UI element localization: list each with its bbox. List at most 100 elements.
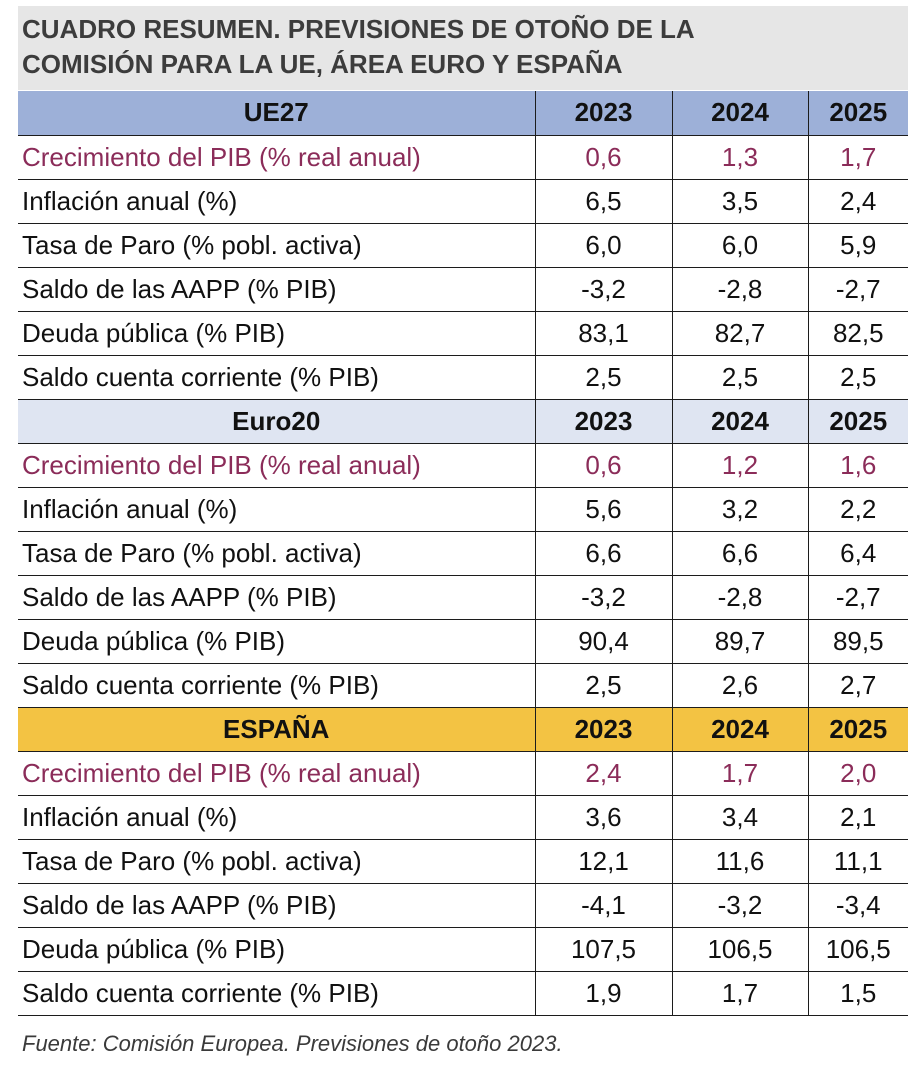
row-label: Saldo cuenta corriente (% PIB) xyxy=(18,355,535,400)
cell-value: 3,5 xyxy=(671,179,808,224)
section-header-ue27: UE27 2023 2024 2025 xyxy=(18,91,908,136)
table-row: Tasa de Paro (% pobl. activa) 12,1 11,6 … xyxy=(18,839,908,884)
cell-value: 2,5 xyxy=(534,355,672,400)
year-header: 2024 xyxy=(671,399,808,444)
table-row: Saldo cuenta corriente (% PIB) 2,5 2,5 2… xyxy=(18,355,908,400)
year-header: 2025 xyxy=(807,399,908,444)
cell-value: 82,5 xyxy=(807,311,908,356)
table-row: Saldo cuenta corriente (% PIB) 2,5 2,6 2… xyxy=(18,663,908,708)
cell-value: 1,3 xyxy=(671,135,808,180)
cell-value: 1,7 xyxy=(671,751,808,796)
cell-value: 2,1 xyxy=(807,795,908,840)
cell-value: 2,4 xyxy=(807,179,908,224)
title-line-2: COMISIÓN PARA LA UE, ÁREA EURO Y ESPAÑA xyxy=(22,49,623,79)
cell-value: 106,5 xyxy=(671,927,808,972)
table-row: Saldo de las AAPP (% PIB) -3,2 -2,8 -2,7 xyxy=(18,575,908,620)
table-row: Deuda pública (% PIB) 107,5 106,5 106,5 xyxy=(18,927,908,972)
row-label: Crecimiento del PIB (% real anual) xyxy=(18,443,535,488)
cell-value: 2,5 xyxy=(807,355,908,400)
row-label: Tasa de Paro (% pobl. activa) xyxy=(18,223,535,268)
table-row: Saldo de las AAPP (% PIB) -3,2 -2,8 -2,7 xyxy=(18,267,908,312)
table-row: Deuda pública (% PIB) 90,4 89,7 89,5 xyxy=(18,619,908,664)
table-row: Deuda pública (% PIB) 83,1 82,7 82,5 xyxy=(18,311,908,356)
cell-value: 3,4 xyxy=(671,795,808,840)
row-label: Saldo cuenta corriente (% PIB) xyxy=(18,663,535,708)
cell-value: 5,6 xyxy=(534,487,672,532)
section-header-espana: ESPAÑA 2023 2024 2025 xyxy=(18,707,908,752)
cell-value: 1,2 xyxy=(671,443,808,488)
year-header: 2023 xyxy=(534,707,672,752)
summary-table: UE27 2023 2024 2025 Crecimiento del PIB … xyxy=(18,91,908,1016)
cell-value: 106,5 xyxy=(807,927,908,972)
section-name: UE27 xyxy=(18,91,535,136)
cell-value: 6,6 xyxy=(671,531,808,576)
row-label: Inflación anual (%) xyxy=(18,487,535,532)
cell-value: -2,8 xyxy=(671,575,808,620)
year-header: 2024 xyxy=(671,707,808,752)
year-header: 2023 xyxy=(534,91,672,136)
cell-value: 89,7 xyxy=(671,619,808,664)
cell-value: -4,1 xyxy=(534,883,672,928)
cell-value: 1,7 xyxy=(807,135,908,180)
table-row: Tasa de Paro (% pobl. activa) 6,0 6,0 5,… xyxy=(18,223,908,268)
cell-value: 3,6 xyxy=(534,795,672,840)
cell-value: 0,6 xyxy=(534,443,672,488)
cell-value: 2,5 xyxy=(671,355,808,400)
row-label: Tasa de Paro (% pobl. activa) xyxy=(18,839,535,884)
cell-value: 11,1 xyxy=(807,839,908,884)
table-row: Crecimiento del PIB (% real anual) 2,4 1… xyxy=(18,751,908,796)
table-row: Saldo cuenta corriente (% PIB) 1,9 1,7 1… xyxy=(18,971,908,1016)
cell-value: 6,5 xyxy=(534,179,672,224)
cell-value: 2,6 xyxy=(671,663,808,708)
table-row: Tasa de Paro (% pobl. activa) 6,6 6,6 6,… xyxy=(18,531,908,576)
cell-value: -2,7 xyxy=(807,575,908,620)
cell-value: 89,5 xyxy=(807,619,908,664)
cell-value: 2,0 xyxy=(807,751,908,796)
cell-value: 1,6 xyxy=(807,443,908,488)
cell-value: 2,7 xyxy=(807,663,908,708)
cell-value: -3,2 xyxy=(671,883,808,928)
cell-value: -3,2 xyxy=(534,575,672,620)
row-label: Saldo cuenta corriente (% PIB) xyxy=(18,971,535,1016)
row-label: Saldo de las AAPP (% PIB) xyxy=(18,267,535,312)
row-label: Inflación anual (%) xyxy=(18,179,535,224)
row-label: Crecimiento del PIB (% real anual) xyxy=(18,751,535,796)
row-label: Saldo de las AAPP (% PIB) xyxy=(18,883,535,928)
cell-value: -2,8 xyxy=(671,267,808,312)
year-header: 2023 xyxy=(534,399,672,444)
row-label: Deuda pública (% PIB) xyxy=(18,619,535,664)
cell-value: 6,4 xyxy=(807,531,908,576)
cell-value: 1,7 xyxy=(671,971,808,1016)
cell-value: -2,7 xyxy=(807,267,908,312)
row-label: Saldo de las AAPP (% PIB) xyxy=(18,575,535,620)
cell-value: 2,2 xyxy=(807,487,908,532)
cell-value: 6,6 xyxy=(534,531,672,576)
table-row: Crecimiento del PIB (% real anual) 0,6 1… xyxy=(18,443,908,488)
row-label: Deuda pública (% PIB) xyxy=(18,311,535,356)
table-row: Inflación anual (%) 3,6 3,4 2,1 xyxy=(18,795,908,840)
cell-value: 11,6 xyxy=(671,839,808,884)
table-row: Inflación anual (%) 5,6 3,2 2,2 xyxy=(18,487,908,532)
year-header: 2025 xyxy=(807,91,908,136)
cell-value: 6,0 xyxy=(671,223,808,268)
cell-value: 82,7 xyxy=(671,311,808,356)
section-header-euro20: Euro20 2023 2024 2025 xyxy=(18,399,908,444)
row-label: Tasa de Paro (% pobl. activa) xyxy=(18,531,535,576)
section-name: ESPAÑA xyxy=(18,707,535,752)
cell-value: 0,6 xyxy=(534,135,672,180)
cell-value: 107,5 xyxy=(534,927,672,972)
source-note: Fuente: Comisión Europea. Previsiones de… xyxy=(22,1031,563,1056)
cell-value: -3,4 xyxy=(807,883,908,928)
cell-value: 12,1 xyxy=(534,839,672,884)
cell-value: 6,0 xyxy=(534,223,672,268)
title-line-1: CUADRO RESUMEN. PREVISIONES DE OTOÑO DE … xyxy=(22,14,695,44)
table-row: Crecimiento del PIB (% real anual) 0,6 1… xyxy=(18,135,908,180)
row-label: Crecimiento del PIB (% real anual) xyxy=(18,135,535,180)
cell-value: 2,4 xyxy=(534,751,672,796)
cell-value: 2,5 xyxy=(534,663,672,708)
year-header: 2024 xyxy=(671,91,808,136)
cell-value: 90,4 xyxy=(534,619,672,664)
table-row: Saldo de las AAPP (% PIB) -4,1 -3,2 -3,4 xyxy=(18,883,908,928)
section-name: Euro20 xyxy=(18,399,535,444)
cell-value: 83,1 xyxy=(534,311,672,356)
